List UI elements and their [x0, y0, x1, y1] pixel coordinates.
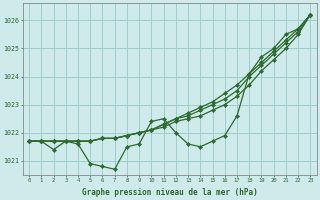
X-axis label: Graphe pression niveau de la mer (hPa): Graphe pression niveau de la mer (hPa): [82, 188, 258, 197]
